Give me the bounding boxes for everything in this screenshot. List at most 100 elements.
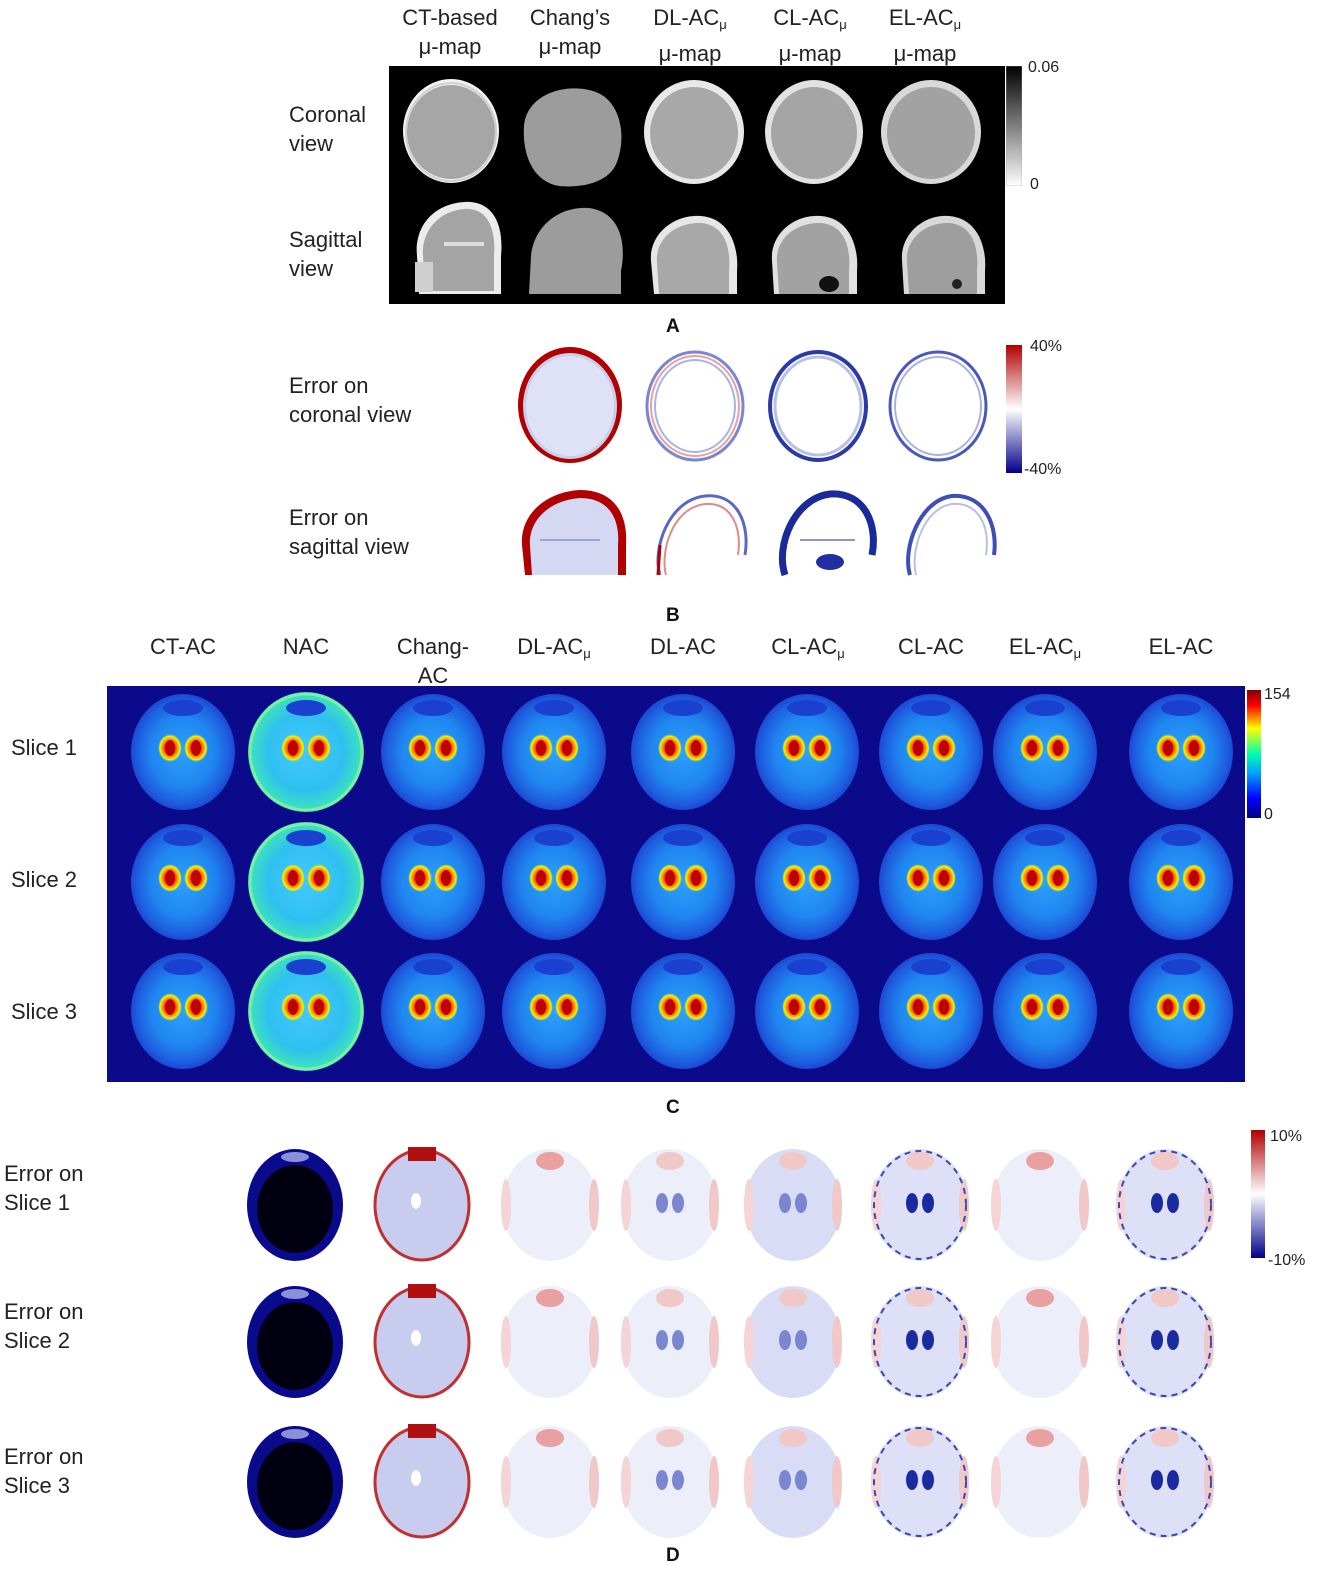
pet-image-r2-c2 bbox=[248, 822, 364, 942]
panel-d-row-slice3: Error on Slice 3 bbox=[4, 1444, 84, 1498]
pet-image-r1-c3 bbox=[381, 694, 485, 810]
pet-error-r3-c5 bbox=[744, 1426, 842, 1538]
pet-image-r3-c3 bbox=[381, 953, 485, 1069]
panel-c-letter: C bbox=[666, 1097, 680, 1118]
sagittal-chang-image bbox=[529, 207, 623, 294]
sagittal-cl-image bbox=[771, 215, 858, 294]
panel-c-col-el-ac-mu: EL-ACμ bbox=[1008, 634, 1082, 661]
pet-error-image-grid bbox=[247, 1147, 1214, 1539]
panel-d-row-slice2: Error on Slice 2 bbox=[4, 1299, 84, 1353]
panel-a-row-sagittal: Sagittal view bbox=[289, 227, 363, 281]
pet-error-r2-c3 bbox=[501, 1286, 599, 1398]
pet-error-r3-c7 bbox=[991, 1426, 1089, 1538]
pet-image-r3-c2 bbox=[248, 951, 364, 1071]
coronal-cl-image bbox=[765, 80, 863, 184]
pet-image-r3-c5 bbox=[631, 953, 735, 1069]
pet-image-r1-c5 bbox=[631, 694, 735, 810]
panel-a-col-chang: Chang’s μ-map bbox=[529, 5, 611, 59]
panel-c-col-chang-ac: Chang- AC bbox=[396, 634, 470, 688]
pet-error-colorbar bbox=[1251, 1130, 1265, 1258]
panel-b-row-sagittal: Error on sagittal view bbox=[289, 505, 409, 559]
pet-error-r2-c7 bbox=[991, 1286, 1089, 1398]
pet-image-r3-c8 bbox=[993, 953, 1097, 1069]
panel-a-letter: A bbox=[666, 316, 680, 337]
pet-image-r2-c4 bbox=[502, 824, 606, 940]
coronal-error-el bbox=[888, 350, 988, 462]
panel-c-row-slice1: Slice 1 bbox=[11, 735, 78, 760]
coronal-dl-image bbox=[644, 80, 744, 184]
sagittal-error-dl bbox=[656, 494, 748, 576]
pet-error-r1-c8 bbox=[1116, 1149, 1214, 1261]
pet-error-r1-c6 bbox=[871, 1149, 969, 1261]
panel-c-col-ct-ac: CT-AC bbox=[150, 634, 216, 659]
pet-error-r3-c8 bbox=[1116, 1426, 1214, 1538]
pet-error-r2-c2 bbox=[373, 1284, 471, 1399]
panel-a-col-cl: CL-ACμ μ-map bbox=[773, 5, 847, 66]
panel-a-col-el: EL-ACμ μ-map bbox=[888, 5, 962, 66]
pet-image-grid bbox=[107, 686, 1245, 1082]
pet-error-r1-c2 bbox=[373, 1147, 471, 1262]
coronal-el-image bbox=[881, 80, 981, 184]
panel-b-row-coronal: Error on coronal view bbox=[289, 373, 412, 427]
coronal-error-cl bbox=[768, 350, 868, 462]
pet-error-colorbar-max: 10% bbox=[1270, 1128, 1303, 1145]
panel-c-col-cl-ac: CL-AC bbox=[897, 634, 964, 659]
pet-image-r1-c6 bbox=[755, 694, 859, 810]
pet-image-r3-c4 bbox=[502, 953, 606, 1069]
pet-image-r3-c7 bbox=[879, 953, 983, 1069]
panel-c-col-cl-ac-mu: CL-ACμ bbox=[771, 634, 845, 661]
panel-c-row-slice3: Slice 3 bbox=[11, 999, 78, 1024]
pet-error-r1-c1 bbox=[247, 1149, 343, 1261]
mu-colorbar-max: 0.06 bbox=[1028, 59, 1060, 76]
panel-c-col-nac: NAC bbox=[282, 634, 330, 659]
sagittal-error-el bbox=[906, 493, 997, 576]
pet-image-r2-c1 bbox=[131, 824, 235, 940]
pet-image-r2-c3 bbox=[381, 824, 485, 940]
coronal-chang-image bbox=[523, 88, 622, 187]
pet-error-r3-c2 bbox=[373, 1424, 471, 1539]
mu-error-colorbar bbox=[1006, 345, 1022, 473]
panel-c-col-el-ac: EL-AC bbox=[1148, 634, 1214, 659]
pet-image-r3-c6 bbox=[755, 953, 859, 1069]
panel-a-row-coronal: Coronal view bbox=[289, 102, 367, 156]
pet-image-r3-c1 bbox=[131, 953, 235, 1069]
pet-error-r1-c7 bbox=[991, 1149, 1089, 1261]
pet-error-r2-c8 bbox=[1116, 1286, 1214, 1398]
panel-c-col-dl-ac-mu: DL-ACμ bbox=[517, 634, 591, 661]
pet-error-r1-c3 bbox=[501, 1149, 599, 1261]
sagittal-el-image bbox=[901, 215, 986, 294]
mu-error-colorbar-max: 40% bbox=[1030, 338, 1063, 355]
pet-image-r1-c2 bbox=[248, 692, 364, 812]
pet-error-r3-c3 bbox=[501, 1426, 599, 1538]
panel-b-letter: B bbox=[666, 605, 680, 626]
pet-error-colorbar-min: -10% bbox=[1268, 1252, 1306, 1269]
panel-d-letter: D bbox=[666, 1545, 680, 1566]
pet-error-r2-c6 bbox=[871, 1286, 969, 1398]
coronal-error-dl bbox=[645, 350, 745, 462]
pet-image-r2-c7 bbox=[879, 824, 983, 940]
mu-colorbar-min: 0 bbox=[1030, 176, 1039, 193]
panel-a-col-dl: DL-ACμ μ-map bbox=[653, 5, 727, 66]
panel-c-row-slice2: Slice 2 bbox=[11, 867, 78, 892]
pet-image-r1-c4 bbox=[502, 694, 606, 810]
pet-image-r1-c9 bbox=[1129, 694, 1233, 810]
pet-image-r3-c9 bbox=[1129, 953, 1233, 1069]
sagittal-error-chang bbox=[521, 490, 627, 575]
pet-image-r2-c6 bbox=[755, 824, 859, 940]
panel-a-col-ct: CT-based μ-map bbox=[402, 5, 498, 59]
panel-d-row-slice1: Error on Slice 1 bbox=[4, 1161, 84, 1215]
pet-colorbar-max: 154 bbox=[1264, 686, 1291, 703]
sagittal-error-cl bbox=[778, 490, 877, 577]
pet-error-r2-c1 bbox=[247, 1286, 343, 1398]
mu-error-image-grid bbox=[518, 347, 997, 577]
pet-image-r2-c5 bbox=[631, 824, 735, 940]
pet-error-r3-c6 bbox=[871, 1426, 969, 1538]
pet-image-r2-c8 bbox=[993, 824, 1097, 940]
pet-error-r2-c4 bbox=[621, 1286, 719, 1398]
coronal-error-chang bbox=[518, 347, 622, 463]
pet-image-r1-c1 bbox=[131, 694, 235, 810]
pet-error-r1-c4 bbox=[621, 1149, 719, 1261]
coronal-ct-image bbox=[403, 79, 499, 183]
pet-error-r1-c5 bbox=[744, 1149, 842, 1261]
pet-colorbar-min: 0 bbox=[1264, 806, 1273, 823]
